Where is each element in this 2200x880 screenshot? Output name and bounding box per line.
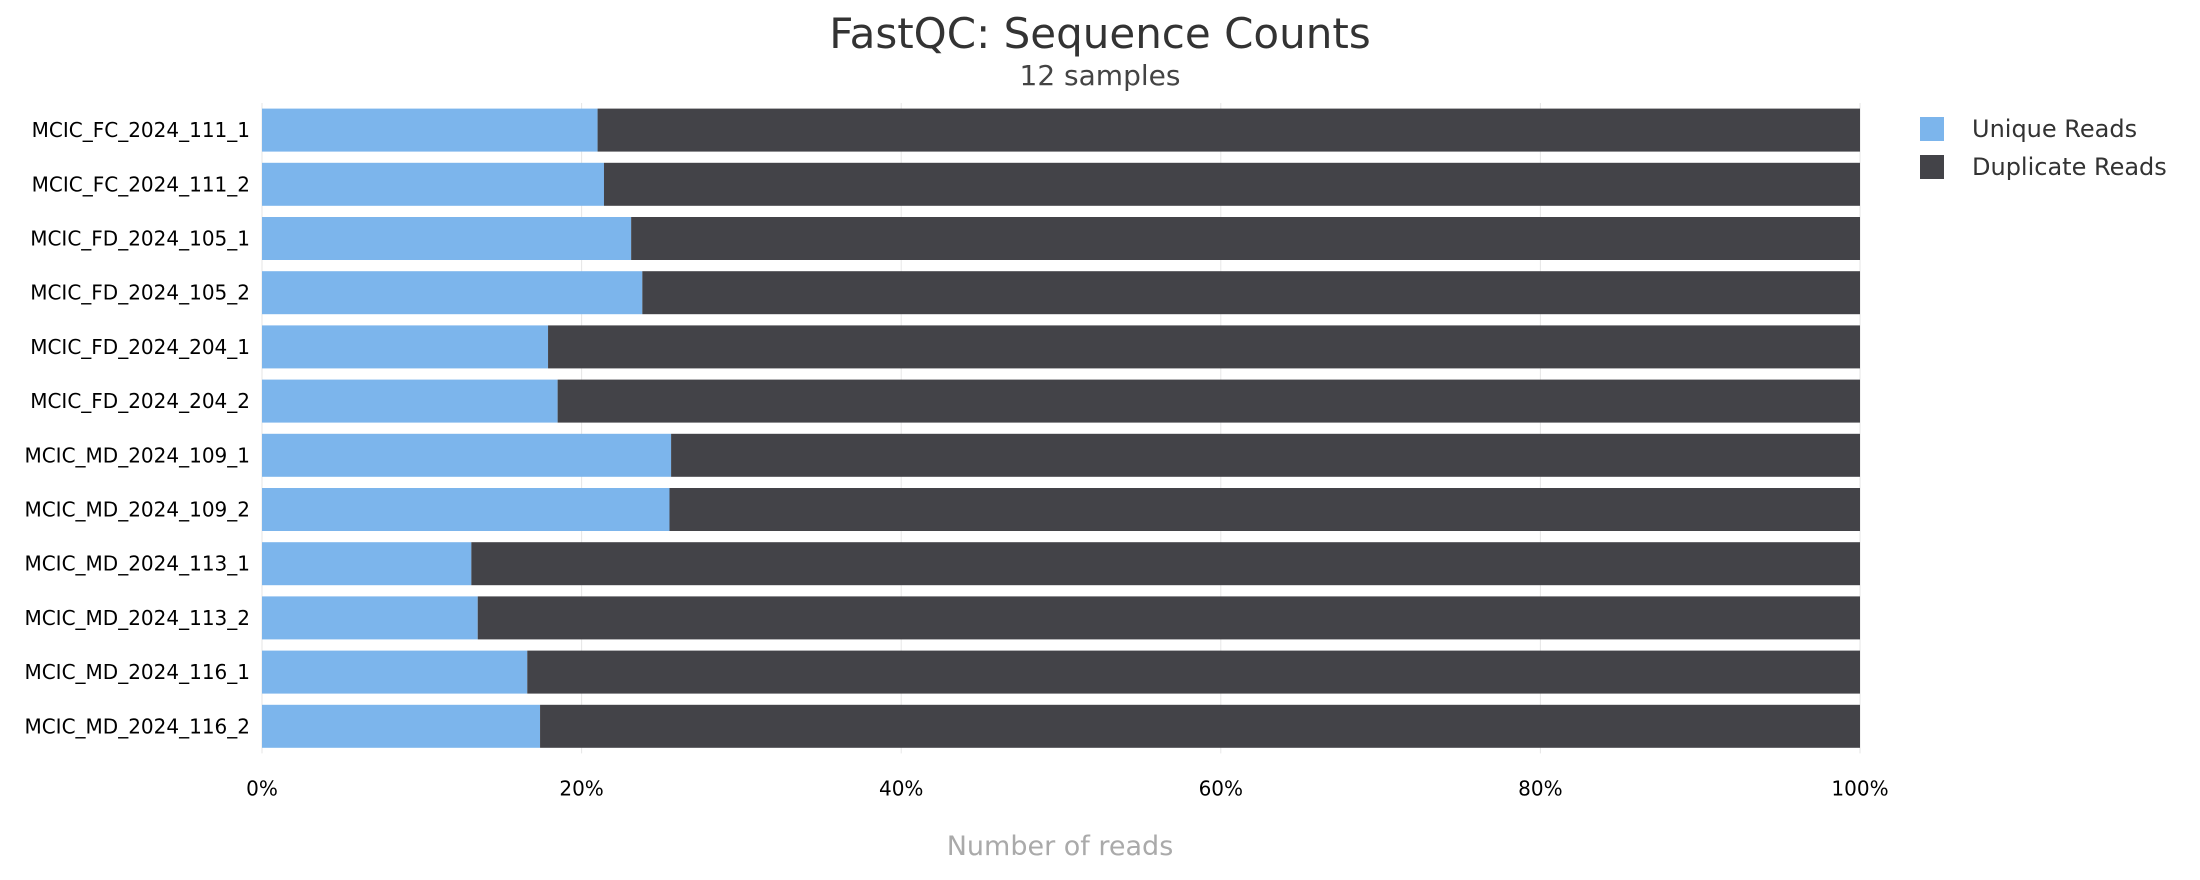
bar-unique-reads[interactable]	[262, 542, 472, 586]
bar-duplicate-reads[interactable]	[540, 704, 1860, 748]
bar-duplicate-reads[interactable]	[669, 488, 1860, 531]
legend-swatch[interactable]	[1920, 117, 1944, 141]
bar-unique-reads[interactable]	[262, 271, 643, 315]
category-label: MCIC_FC_2024_111_2	[32, 172, 250, 196]
x-tick-label: 100%	[1831, 776, 1888, 800]
bar-unique-reads[interactable]	[262, 488, 670, 531]
bar-unique-reads[interactable]	[262, 325, 549, 369]
bar-duplicate-reads[interactable]	[671, 433, 1860, 477]
x-tick-label: 0%	[246, 776, 278, 800]
bar-unique-reads[interactable]	[262, 162, 604, 206]
x-tick-label: 80%	[1518, 776, 1562, 800]
category-labels: MCIC_FC_2024_111_1 MCIC_FC_2024_111_2 MCIC…	[24, 118, 250, 738]
legend-label[interactable]: Duplicate Reads	[1972, 153, 2167, 181]
bar-duplicate-reads[interactable]	[471, 542, 1860, 586]
legend: Unique Reads Duplicate Reads	[1920, 115, 2167, 181]
bar-unique-reads[interactable]	[262, 704, 541, 748]
category-label: MCIC_MD_2024_109_1	[24, 443, 250, 467]
category-label: MCIC_FC_2024_111_1	[32, 118, 250, 142]
gridlines	[261, 103, 1861, 754]
x-axis-label: Number of reads	[947, 831, 1174, 862]
category-label: MCIC_MD_2024_116_2	[24, 714, 250, 738]
bar-unique-reads[interactable]	[262, 217, 632, 260]
category-label: MCIC_FD_2024_105_2	[30, 281, 250, 305]
category-label: MCIC_MD_2024_113_1	[24, 552, 250, 576]
category-label: MCIC_FD_2024_204_2	[30, 389, 250, 413]
bar-unique-reads[interactable]	[262, 650, 528, 694]
bar-unique-reads[interactable]	[262, 596, 478, 640]
bar-duplicate-reads[interactable]	[527, 650, 1860, 694]
bar-unique-reads[interactable]	[262, 108, 598, 152]
legend-swatch[interactable]	[1920, 155, 1944, 179]
x-tick-label: 60%	[1199, 776, 1243, 800]
bar-unique-reads[interactable]	[262, 379, 558, 423]
bars	[262, 108, 1861, 748]
x-tick-label: 40%	[879, 776, 923, 800]
chart-title: FastQC: Sequence Counts	[829, 9, 1370, 58]
legend-label[interactable]: Unique Reads	[1972, 115, 2137, 143]
category-label: MCIC_MD_2024_109_2	[24, 498, 250, 522]
category-label: MCIC_FD_2024_105_1	[30, 227, 250, 251]
bar-unique-reads[interactable]	[262, 433, 672, 477]
bar-duplicate-reads[interactable]	[642, 271, 1860, 315]
bar-duplicate-reads[interactable]	[548, 325, 1860, 369]
bar-duplicate-reads[interactable]	[557, 379, 1860, 423]
bar-duplicate-reads[interactable]	[631, 217, 1861, 260]
x-axis-ticks: 0% 20% 40% 60% 80% 100%	[246, 776, 1888, 800]
bar-duplicate-reads[interactable]	[477, 596, 1861, 640]
category-label: MCIC_MD_2024_116_1	[24, 660, 250, 684]
chart-subtitle: 12 samples	[1020, 59, 1181, 92]
x-tick-label: 20%	[559, 776, 603, 800]
category-label: MCIC_MD_2024_113_2	[24, 606, 250, 630]
category-label: MCIC_FD_2024_204_1	[30, 335, 250, 359]
bar-duplicate-reads[interactable]	[603, 162, 1861, 206]
bar-duplicate-reads[interactable]	[597, 108, 1860, 152]
